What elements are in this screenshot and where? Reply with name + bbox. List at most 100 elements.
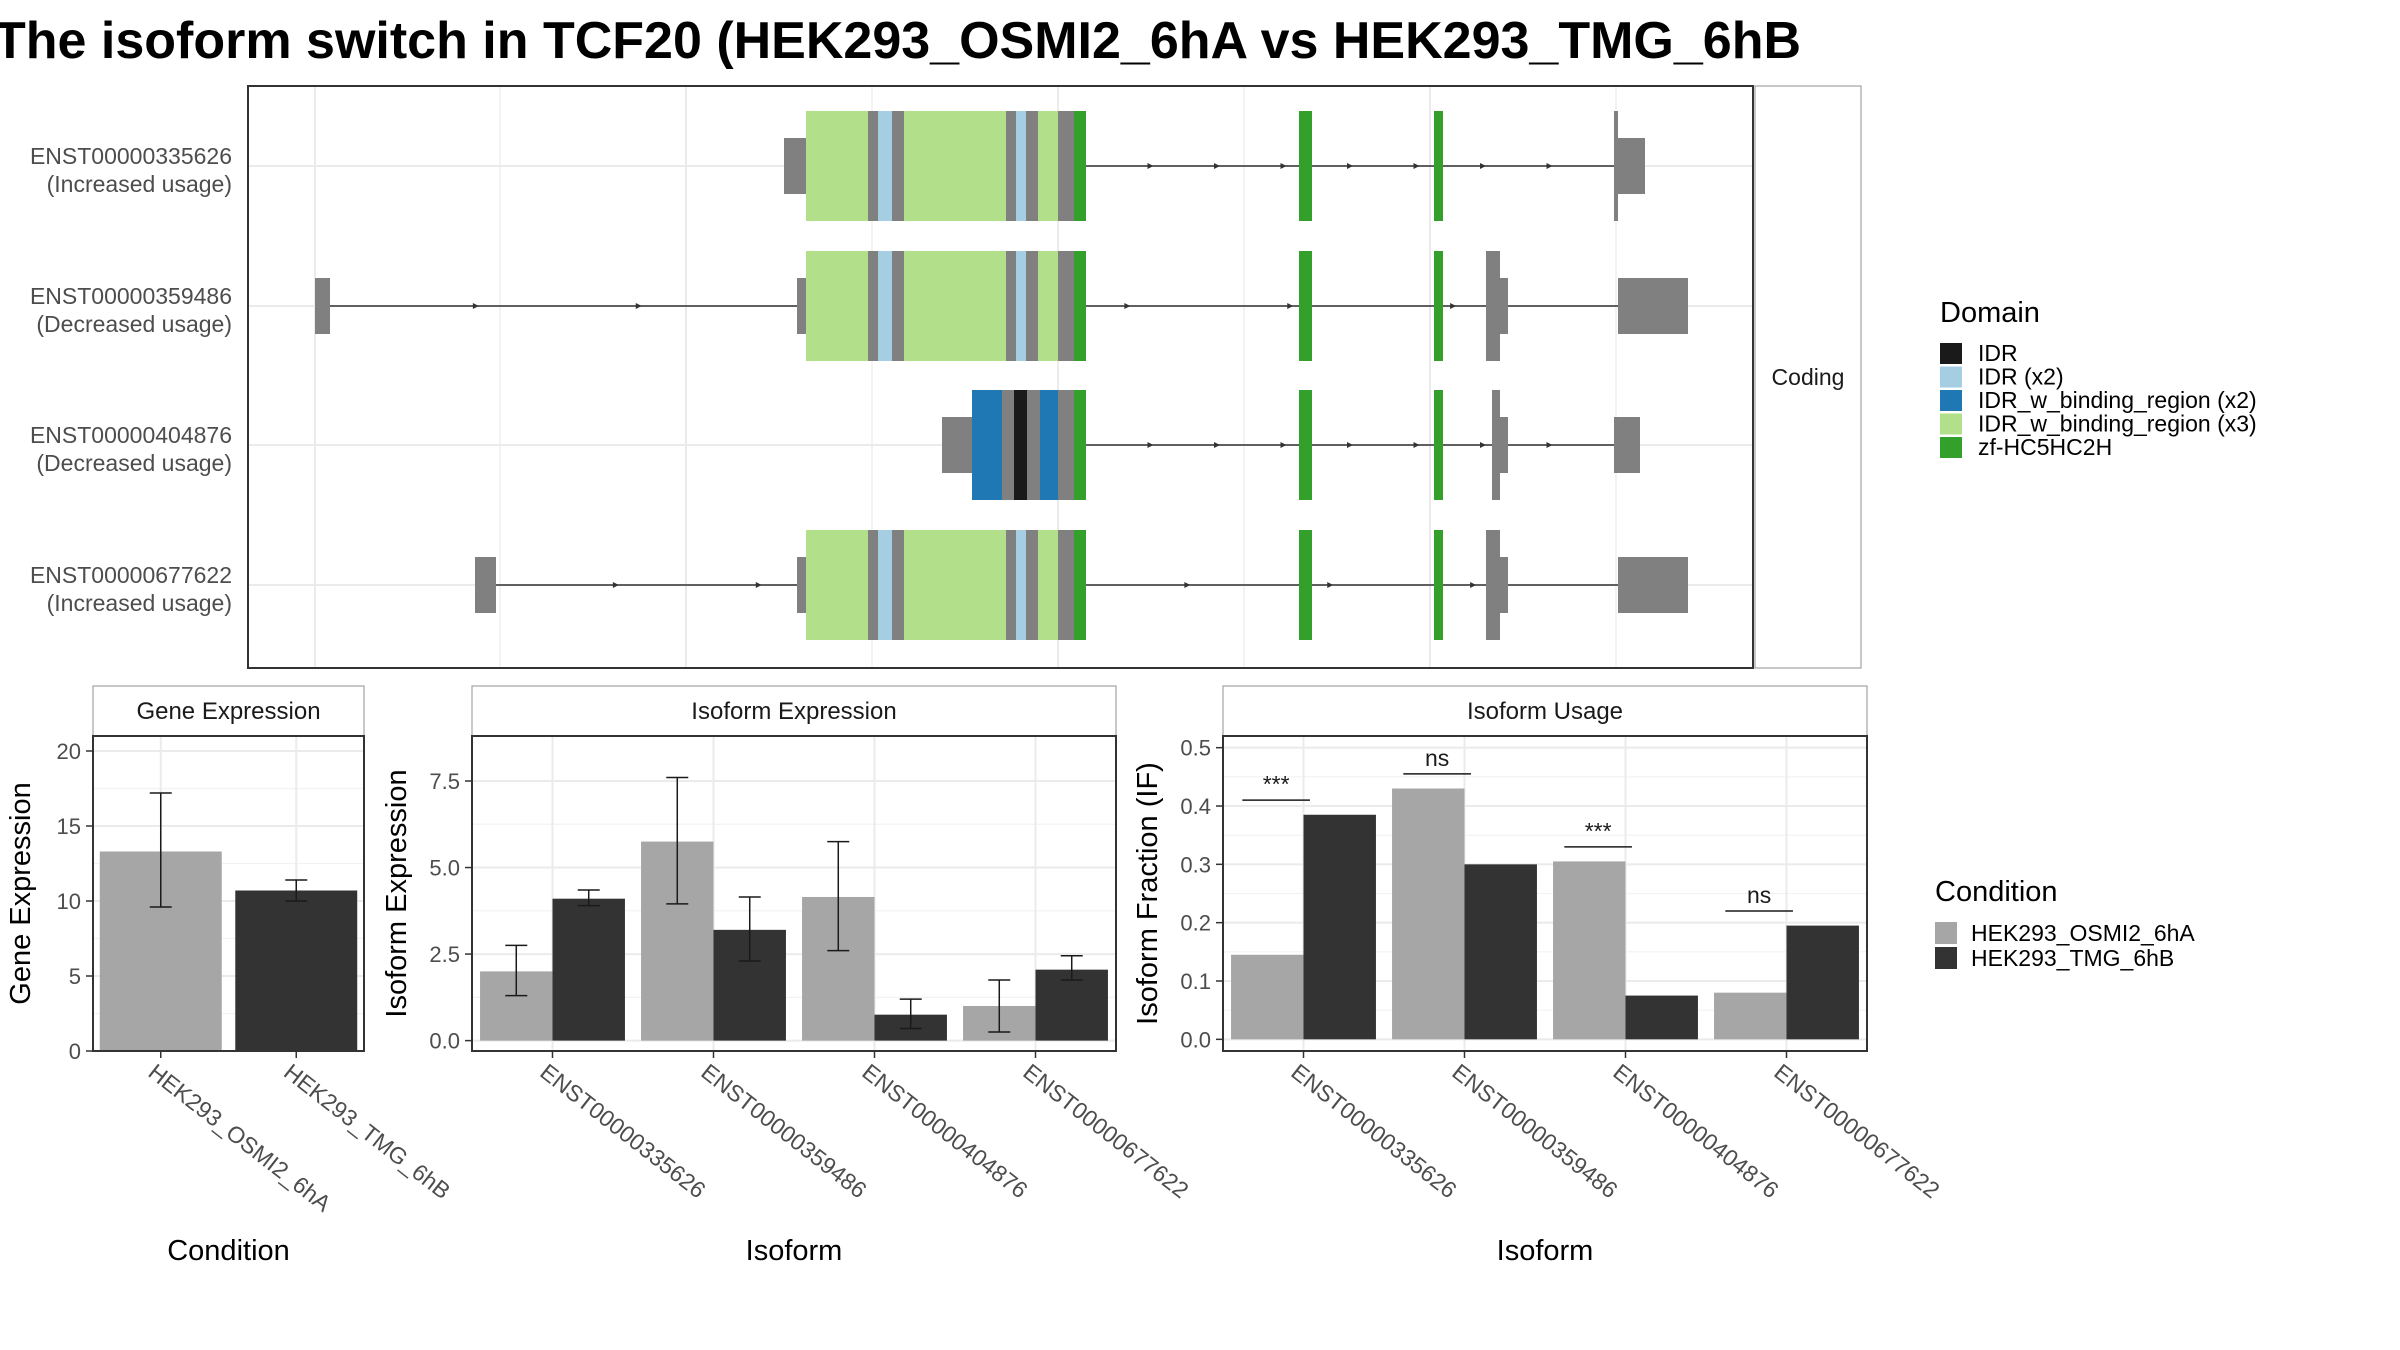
x-tick-label: ENST00000359486 xyxy=(1447,1058,1622,1203)
bar xyxy=(1625,995,1698,1040)
exon xyxy=(1500,557,1508,613)
bar xyxy=(1464,864,1537,1040)
bar xyxy=(1035,969,1108,1041)
domain-segment xyxy=(806,530,868,640)
facet-strip xyxy=(92,685,365,737)
domain-segment xyxy=(878,251,892,361)
domain-legend-label: IDR xyxy=(1978,340,2018,366)
structure-plot-border xyxy=(247,85,1754,669)
exon-utr xyxy=(475,557,496,613)
x-tick-label: ENST00000335626 xyxy=(1286,1058,1461,1203)
transcript-status-label: (Increased usage) xyxy=(47,171,232,197)
intron-arrow xyxy=(1147,442,1154,448)
transcript-status-label: (Decreased usage) xyxy=(36,311,232,337)
y-tick-label: 5.0 xyxy=(429,856,460,881)
intron-arrow xyxy=(1413,163,1420,169)
intron-arrow xyxy=(755,582,762,588)
y-tick-label: 0 xyxy=(69,1039,81,1064)
isoform-expression-panel: Isoform Expression 0.0 2.5 5.0 7.5 ENST000003… xyxy=(381,685,1194,1267)
domain-legend-key xyxy=(1940,437,1962,458)
domain-legend-label: IDR_w_binding_region (x2) xyxy=(1978,387,2257,413)
exon xyxy=(892,111,904,221)
plot-border xyxy=(92,735,365,1052)
exon xyxy=(797,557,808,613)
domain-segment xyxy=(1299,390,1312,500)
intron-arrow xyxy=(1480,442,1486,448)
x-tick-label: ENST00000677622 xyxy=(1769,1058,1944,1203)
x-tick-label: ENST00000359486 xyxy=(696,1058,871,1203)
panel-title: Isoform Usage xyxy=(1467,698,1623,725)
y-tick-label: 0.1 xyxy=(1180,969,1211,994)
intron-arrow xyxy=(1450,303,1457,309)
plot-border xyxy=(1222,735,1868,1052)
intron-arrow xyxy=(612,582,619,588)
domain-segment xyxy=(1038,111,1058,221)
domain-legend-key xyxy=(1940,366,1962,388)
panel-title: Isoform Expression xyxy=(691,698,896,725)
condition-legend-label: HEK293_TMG_6hB xyxy=(1971,945,2174,971)
exon xyxy=(868,530,878,640)
exon xyxy=(1492,390,1500,500)
panel-title: Gene Expression xyxy=(136,698,320,725)
x-axis-title: Condition xyxy=(167,1235,290,1267)
domain-segment xyxy=(1299,111,1312,221)
exon xyxy=(1058,390,1074,500)
domain-segment xyxy=(1299,530,1312,640)
domain-segment xyxy=(1434,390,1443,500)
y-tick-label: 7.5 xyxy=(429,769,460,794)
domain-segment xyxy=(972,390,1002,500)
domain-segment xyxy=(1074,530,1086,640)
exon xyxy=(1006,111,1016,221)
domain-segment xyxy=(878,111,892,221)
significance-label: ns xyxy=(1747,882,1771,908)
chart-title: The isoform switch in TCF20 (HEK293_OSMI… xyxy=(0,12,1801,70)
exon xyxy=(1026,111,1038,221)
intron-arrow xyxy=(1480,163,1486,169)
intron-arrow xyxy=(1184,582,1191,588)
domain-segment xyxy=(1038,530,1058,640)
exon xyxy=(1486,530,1500,640)
domain-segment xyxy=(1016,251,1026,361)
intron-arrow xyxy=(1287,303,1294,309)
domain-segment xyxy=(1074,111,1086,221)
transcript-id-label: ENST00000404876 xyxy=(30,422,232,448)
condition-legend-key xyxy=(1935,922,1957,944)
exon xyxy=(1058,530,1074,640)
exon xyxy=(892,530,904,640)
exon xyxy=(1618,557,1688,613)
exon xyxy=(1006,251,1016,361)
exon xyxy=(1486,251,1500,361)
condition-legend-key xyxy=(1935,947,1957,969)
y-axis-title: Isoform Fraction (IF) xyxy=(1132,762,1164,1025)
exon xyxy=(868,111,878,221)
intron-arrow xyxy=(1413,442,1420,448)
transcript-id-label: ENST00000677622 xyxy=(30,562,232,588)
exon xyxy=(1500,278,1508,334)
bar xyxy=(1714,992,1787,1040)
domain-legend-key xyxy=(1940,343,1962,364)
y-tick-label: 0.4 xyxy=(1180,794,1211,819)
x-tick-label: ENST00000335626 xyxy=(535,1058,710,1203)
x-axis-title: Isoform xyxy=(1497,1235,1594,1267)
condition-legend-title: Condition xyxy=(1935,876,2058,908)
intron-arrow xyxy=(1546,442,1553,448)
domain-legend-key xyxy=(1940,390,1962,411)
intron-arrow xyxy=(1327,582,1334,588)
y-axis-title: Isoform Expression xyxy=(381,769,413,1017)
intron-arrow xyxy=(1280,163,1287,169)
exon xyxy=(1026,530,1038,640)
domain-segment xyxy=(1038,251,1058,361)
bar xyxy=(1303,814,1376,1040)
intron-arrow xyxy=(1347,163,1353,169)
exon xyxy=(1618,278,1688,334)
exon xyxy=(942,417,972,473)
y-tick-label: 0.0 xyxy=(1180,1027,1211,1052)
facet-strip xyxy=(1222,685,1868,737)
x-tick-label: ENST00000404876 xyxy=(857,1058,1032,1203)
y-tick-label: 15 xyxy=(57,814,81,839)
domain-legend-key xyxy=(1940,413,1962,435)
isoform-structure-panel: ENST00000335626(Increased usage)ENST0000… xyxy=(30,85,1862,669)
